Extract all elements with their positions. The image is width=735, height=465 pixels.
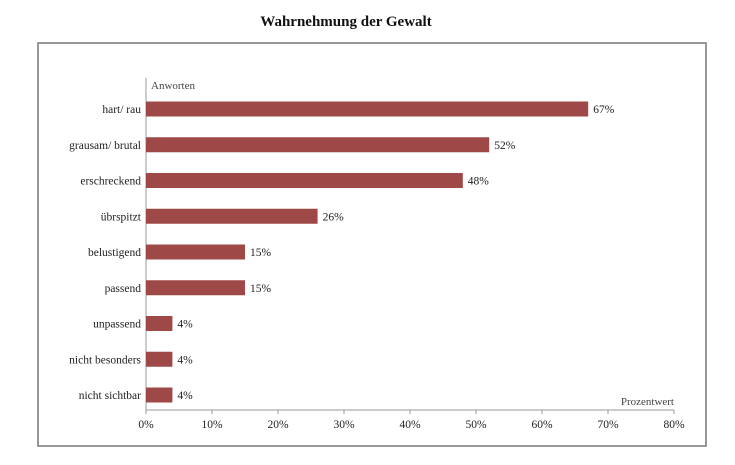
bar [146, 137, 490, 153]
data-label: 4% [177, 354, 193, 366]
category-label: grausam/ brutal [69, 140, 141, 152]
bars-group: hart/ rau 67% grausam/ brutal 52% erschrecke… [69, 101, 615, 403]
x-ticks-group: 0% 10% 20% 30% 40% 50% 60% 70% 80% [138, 410, 685, 431]
x-tick-label: 30% [333, 419, 355, 431]
category-label: passend [105, 283, 142, 295]
bar [146, 208, 318, 224]
category-label: unpassend [93, 319, 141, 331]
x-tick-label: 70% [597, 419, 619, 431]
category-label: erschreckend [80, 176, 141, 188]
category-label: nicht besonders [69, 354, 141, 366]
x-axis-label: Prozentwert [621, 396, 674, 408]
bar [146, 101, 589, 117]
bar [146, 244, 245, 260]
bar [146, 280, 245, 296]
bar [146, 351, 173, 367]
category-label: hart/ rau [102, 104, 141, 116]
x-tick-label: 0% [138, 419, 154, 431]
data-label: 52% [494, 140, 516, 152]
x-tick-label: 40% [399, 419, 421, 431]
bar [146, 387, 173, 403]
data-label: 26% [323, 211, 345, 223]
data-label: 4% [177, 319, 193, 331]
data-label: 15% [250, 283, 272, 295]
data-label: 48% [468, 176, 490, 188]
category-label: belustigend [88, 247, 141, 259]
x-tick-label: 20% [267, 419, 289, 431]
data-label: 67% [593, 104, 615, 116]
x-tick-label: 80% [663, 419, 685, 431]
x-tick-label: 50% [465, 419, 487, 431]
category-label: übrspitzt [101, 211, 142, 223]
x-tick-label: 10% [201, 419, 223, 431]
chart-title: Wahrnehmung der Gewalt [260, 14, 431, 30]
chart-frame [37, 42, 707, 447]
bar [146, 316, 173, 331]
category-label: nicht sichtbar [79, 390, 141, 402]
data-label: 4% [177, 390, 193, 402]
bar [146, 173, 463, 188]
y-axis-label: Anworten [151, 80, 195, 92]
data-label: 15% [250, 247, 272, 259]
x-tick-label: 60% [531, 419, 553, 431]
